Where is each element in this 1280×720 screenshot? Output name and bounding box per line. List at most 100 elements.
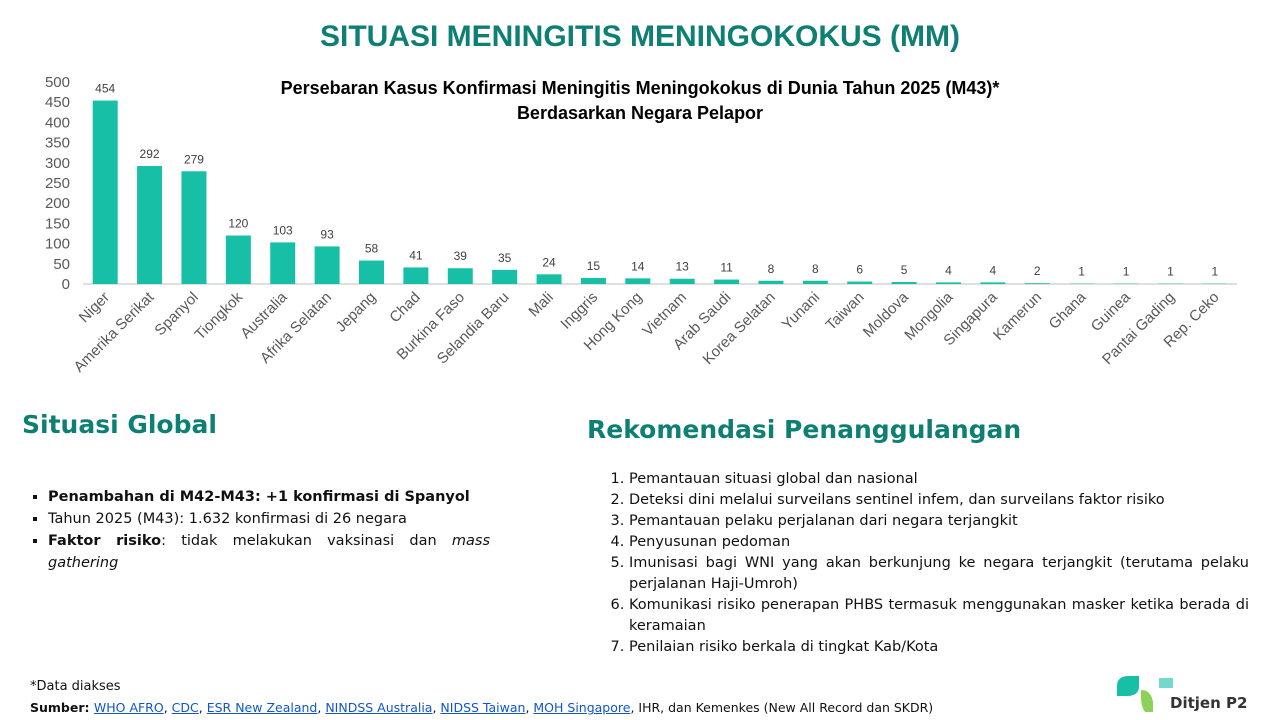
sources: Sumber: WHO AFRO, CDC, ESR New Zealand , … — [30, 700, 933, 715]
text-run[interactable]: MOH Singapore — [533, 700, 631, 715]
text-run[interactable]: CDC — [171, 700, 199, 715]
x-tick-label: Yunani — [779, 289, 823, 333]
footnote: *Data diakses — [30, 679, 121, 694]
x-tick-label: Tiongkok — [192, 288, 247, 343]
logo-text: Ditjen P2 — [1170, 694, 1248, 712]
text-run[interactable]: NINDSS Australia — [325, 700, 433, 715]
x-tick-label: Niger — [76, 289, 113, 326]
value-label: 93 — [320, 227, 334, 241]
value-label: 8 — [768, 262, 775, 276]
bar — [403, 267, 429, 284]
recommendation-item: Pemantauan pelaku perjalanan dari negara… — [629, 511, 1249, 532]
value-label: 1 — [1167, 265, 1174, 279]
text-run: mass gathering — [48, 533, 490, 571]
recommendation-item: Pemantauan situasi global dan nasional — [629, 469, 1249, 490]
global-item: Tahun 2025 (M43): 1.632 konfirmasi di 26… — [48, 508, 490, 530]
value-label: 15 — [587, 259, 601, 273]
value-label: 35 — [498, 251, 512, 265]
bar — [625, 278, 651, 284]
value-label: 14 — [631, 259, 645, 273]
bar — [536, 274, 562, 284]
y-tick-label: 300 — [45, 155, 70, 172]
section-heading: Rekomendasi Penanggulangan — [587, 415, 1022, 444]
x-tick-label: Ghana — [1046, 288, 1090, 332]
bar — [447, 268, 473, 284]
chart: Persebaran Kasus Konfirmasi Meningitis M… — [45, 74, 1237, 376]
value-label: 279 — [184, 152, 204, 166]
text-run: , — [198, 700, 207, 715]
chart-title: Persebaran Kasus Konfirmasi Meningitis M… — [281, 78, 1000, 98]
value-label: 11 — [720, 261, 733, 275]
value-label: 41 — [409, 248, 423, 262]
text-run: : tidak melakukan vaksinasi dan — [161, 533, 452, 549]
text-run: Faktor risiko — [48, 533, 162, 549]
value-label: 292 — [140, 147, 160, 161]
logo-icon — [1117, 676, 1173, 712]
recommendation-item: Penilaian risiko berkala di tingkat Kab/… — [629, 637, 1249, 658]
text-run: Penambahan di M42-M43: +1 konfirmasi di … — [48, 489, 470, 505]
y-tick-label: 500 — [45, 74, 70, 91]
recommendation-item: Komunikasi risiko penerapan PHBS termasu… — [629, 595, 1249, 637]
value-label: 5 — [901, 263, 908, 277]
text-run: Sumber: — [30, 700, 94, 715]
bar — [92, 100, 118, 284]
x-tick-label: Inggris — [557, 289, 601, 333]
text-run: , — [163, 700, 172, 715]
text-run: , — [432, 700, 441, 715]
bar — [891, 281, 917, 284]
x-tick-label: Jepang — [333, 289, 380, 336]
bar — [225, 235, 251, 284]
text-run[interactable]: NIDSS Taiwan — [440, 700, 526, 715]
text-run: , — [317, 700, 326, 715]
logo-shape — [1159, 678, 1173, 688]
value-label: 2 — [1034, 264, 1041, 278]
x-tick-label: Amerika Serikat — [71, 288, 158, 375]
bar — [181, 171, 207, 284]
y-tick-label: 100 — [45, 236, 70, 253]
value-label: 24 — [542, 255, 556, 269]
value-label: 4 — [945, 263, 952, 277]
y-tick-label: 400 — [45, 114, 70, 131]
y-tick-label: 200 — [45, 195, 70, 212]
value-label: 103 — [273, 223, 293, 237]
text-run: , IHR, dan Kemenkes (New All Record dan … — [630, 700, 934, 715]
value-label: 454 — [95, 82, 115, 96]
bar — [314, 246, 340, 284]
bar — [1024, 283, 1050, 284]
y-tick-label: 150 — [45, 215, 70, 232]
bar — [359, 260, 384, 284]
logo-shape — [1117, 676, 1139, 696]
bar — [980, 282, 1006, 284]
text-run: Tahun 2025 (M43): 1.632 konfirmasi di 26… — [48, 511, 407, 527]
x-tick-label: Mali — [525, 289, 556, 320]
section-heading: Situasi Global — [22, 410, 217, 439]
value-label: 1 — [1211, 265, 1218, 279]
global-item: Penambahan di M42-M43: +1 konfirmasi di … — [48, 486, 490, 508]
value-label: 1 — [1078, 265, 1085, 279]
chart-subtitle: Berdasarkan Negara Pelapor — [517, 103, 763, 123]
bar — [137, 166, 163, 284]
value-label: 13 — [676, 260, 690, 274]
value-label: 58 — [365, 242, 379, 256]
bar — [847, 281, 873, 284]
bar — [802, 280, 828, 284]
recommendation-item: Penyusunan pedoman — [629, 532, 1249, 553]
y-tick-label: 50 — [53, 256, 70, 273]
y-tick-label: 250 — [45, 175, 70, 192]
bar — [492, 269, 518, 284]
bar — [580, 277, 606, 284]
value-label: 8 — [812, 262, 819, 276]
bar — [669, 278, 695, 284]
bar — [714, 279, 740, 284]
recommendation-list: Pemantauan situasi global dan nasionalDe… — [595, 469, 1249, 658]
y-tick-label: 450 — [45, 94, 70, 111]
text-run[interactable]: WHO AFRO — [93, 700, 164, 715]
y-tick-label: 0 — [62, 276, 70, 293]
bar — [936, 282, 961, 284]
value-label: 39 — [454, 249, 468, 263]
text-run[interactable]: ESR New Zealand — [206, 700, 318, 715]
global-list: Penambahan di M42-M43: +1 konfirmasi di … — [28, 486, 490, 574]
value-label: 6 — [856, 263, 863, 277]
logo-shape — [1141, 690, 1153, 712]
